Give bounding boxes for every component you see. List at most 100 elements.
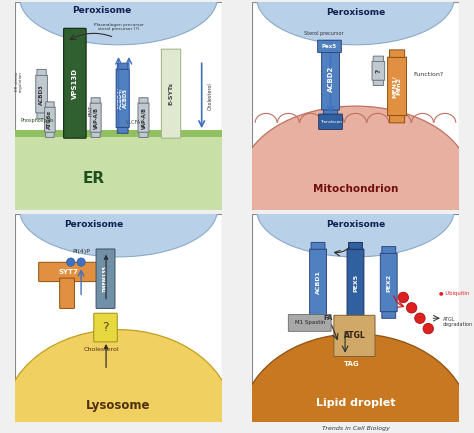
Text: Mitochondrion: Mitochondrion — [313, 184, 398, 194]
Text: Peroxisome: Peroxisome — [64, 220, 123, 229]
FancyBboxPatch shape — [15, 214, 222, 422]
Ellipse shape — [257, 0, 454, 45]
FancyBboxPatch shape — [319, 114, 342, 129]
Ellipse shape — [257, 163, 454, 257]
Text: ACBD3: ACBD3 — [39, 84, 44, 104]
Text: MFN1/
Mfn2: MFN1/ Mfn2 — [392, 75, 402, 98]
Text: M1 Spastin: M1 Spastin — [294, 320, 325, 325]
Text: ATGL
degradation: ATGL degradation — [443, 317, 473, 327]
Text: Function?: Function? — [413, 72, 443, 78]
Text: ACBD1: ACBD1 — [316, 271, 320, 294]
Ellipse shape — [20, 0, 217, 45]
Text: Phospholipids: Phospholipids — [21, 118, 55, 123]
Circle shape — [77, 258, 85, 266]
Text: Sterol precursor: Sterol precursor — [304, 31, 344, 36]
FancyBboxPatch shape — [45, 107, 55, 132]
Text: Lysosome: Lysosome — [86, 399, 151, 412]
Text: ER stress
regulation: ER stress regulation — [15, 71, 23, 92]
Text: E-SYTs: E-SYTs — [168, 82, 173, 105]
FancyBboxPatch shape — [318, 40, 341, 52]
FancyBboxPatch shape — [139, 132, 148, 137]
FancyBboxPatch shape — [117, 127, 128, 133]
FancyBboxPatch shape — [380, 253, 397, 312]
FancyBboxPatch shape — [321, 47, 339, 110]
FancyBboxPatch shape — [311, 316, 325, 323]
Text: Peroxisome: Peroxisome — [326, 220, 385, 229]
FancyBboxPatch shape — [90, 103, 101, 132]
FancyBboxPatch shape — [94, 313, 117, 342]
Text: ATGL: ATGL — [344, 331, 365, 340]
Text: ● Ubiquitin: ● Ubiquitin — [438, 291, 469, 296]
Text: ER: ER — [82, 171, 105, 186]
Text: Translocon: Translocon — [319, 120, 341, 124]
Text: Trends in Cell Biology: Trends in Cell Biology — [321, 426, 390, 431]
FancyBboxPatch shape — [252, 2, 459, 210]
FancyBboxPatch shape — [117, 63, 128, 69]
Text: VAP-A/B: VAP-A/B — [93, 107, 98, 129]
FancyBboxPatch shape — [388, 57, 407, 116]
FancyBboxPatch shape — [15, 2, 222, 210]
FancyBboxPatch shape — [37, 69, 46, 75]
FancyBboxPatch shape — [91, 98, 100, 103]
Ellipse shape — [241, 334, 470, 433]
FancyBboxPatch shape — [382, 311, 396, 318]
FancyBboxPatch shape — [96, 249, 115, 308]
Text: ACBD4/
ACBD5: ACBD4/ ACBD5 — [118, 87, 128, 109]
Text: Cholesterol: Cholesterol — [84, 347, 120, 352]
Ellipse shape — [241, 106, 470, 252]
FancyBboxPatch shape — [382, 246, 396, 253]
FancyBboxPatch shape — [116, 69, 129, 127]
FancyBboxPatch shape — [311, 242, 325, 249]
FancyBboxPatch shape — [323, 110, 337, 116]
Text: Lipid droplet: Lipid droplet — [316, 398, 395, 408]
FancyBboxPatch shape — [46, 102, 54, 107]
FancyBboxPatch shape — [37, 113, 46, 119]
FancyBboxPatch shape — [60, 278, 74, 308]
Text: Peroxisome: Peroxisome — [72, 6, 131, 15]
Text: TMEM135: TMEM135 — [103, 265, 108, 292]
FancyBboxPatch shape — [288, 314, 331, 331]
Text: SYT7: SYT7 — [59, 269, 79, 275]
Text: ACBD2: ACBD2 — [328, 65, 334, 92]
FancyBboxPatch shape — [372, 61, 385, 80]
Text: PI(4)P: PI(4)P — [72, 249, 90, 254]
FancyBboxPatch shape — [390, 50, 405, 57]
FancyBboxPatch shape — [46, 132, 54, 137]
FancyBboxPatch shape — [310, 249, 327, 316]
Text: VPS13D: VPS13D — [72, 68, 78, 99]
FancyBboxPatch shape — [64, 29, 86, 138]
Text: PEX2: PEX2 — [386, 273, 391, 291]
Circle shape — [66, 258, 75, 266]
Text: ATG6α: ATG6α — [47, 110, 53, 129]
FancyBboxPatch shape — [91, 132, 100, 137]
Text: ?: ? — [375, 69, 382, 73]
FancyBboxPatch shape — [15, 130, 222, 137]
FancyBboxPatch shape — [390, 115, 405, 123]
FancyBboxPatch shape — [348, 242, 363, 249]
FancyBboxPatch shape — [323, 41, 337, 48]
FancyBboxPatch shape — [15, 131, 222, 210]
Text: FA: FA — [324, 315, 333, 321]
Circle shape — [415, 313, 425, 323]
Text: VAP-A/B: VAP-A/B — [141, 107, 146, 129]
Text: Plasmalogen precursor
sterol precursor (?): Plasmalogen precursor sterol precursor (… — [94, 23, 144, 31]
FancyBboxPatch shape — [373, 80, 383, 85]
Text: TAG: TAG — [344, 361, 359, 367]
FancyBboxPatch shape — [36, 75, 47, 113]
Text: Peroxisome: Peroxisome — [326, 8, 385, 17]
Text: Cholesterol: Cholesterol — [208, 82, 212, 110]
Circle shape — [398, 292, 409, 303]
Circle shape — [423, 323, 433, 334]
FancyBboxPatch shape — [39, 262, 99, 281]
Ellipse shape — [4, 330, 233, 433]
FancyBboxPatch shape — [161, 49, 181, 138]
Ellipse shape — [20, 163, 217, 257]
Text: VLCFA: VLCFA — [126, 120, 141, 125]
FancyBboxPatch shape — [252, 214, 459, 422]
FancyBboxPatch shape — [334, 315, 375, 356]
FancyBboxPatch shape — [373, 56, 383, 61]
FancyBboxPatch shape — [348, 316, 363, 323]
Text: Pex5: Pex5 — [322, 44, 337, 49]
Text: FFAT: FFAT — [89, 105, 94, 116]
FancyBboxPatch shape — [138, 103, 149, 132]
